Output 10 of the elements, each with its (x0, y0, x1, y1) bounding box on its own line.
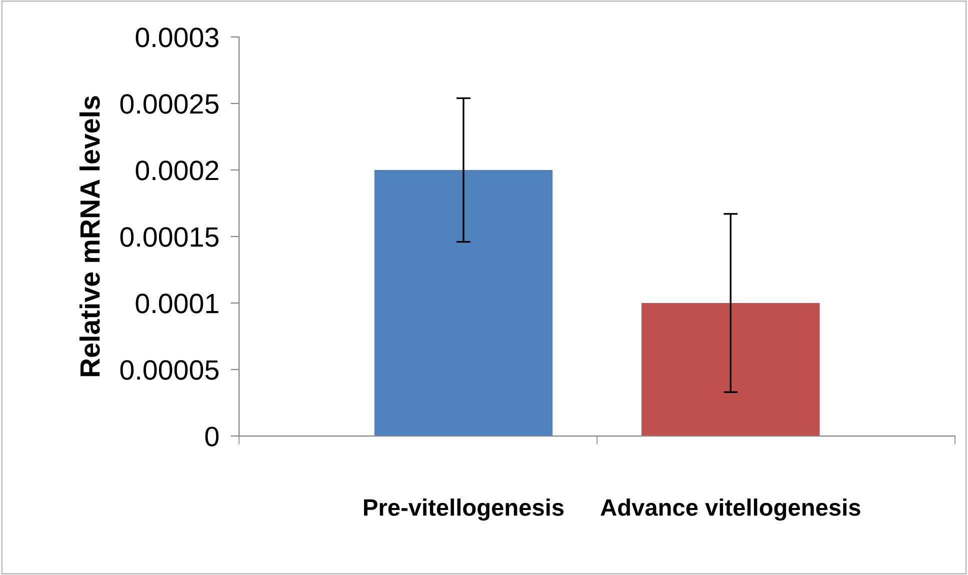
y-axis-title: Relative mRNA levels (79, 96, 100, 376)
y-tick-label: 0.0002 (136, 160, 218, 180)
y-tick-label: 0.00015 (120, 227, 218, 247)
y-tick-label: 0.0003 (136, 28, 218, 48)
y-tick-label: 0 (205, 426, 219, 446)
x-tick-label: Advance vitellogenesis (600, 498, 860, 521)
y-tick-label: 0.00005 (120, 360, 218, 380)
x-tick-label: Pre-vitellogenesis (364, 498, 564, 521)
y-tick-label: 0.00025 (120, 94, 218, 114)
y-tick-label: 0.0001 (136, 294, 218, 314)
